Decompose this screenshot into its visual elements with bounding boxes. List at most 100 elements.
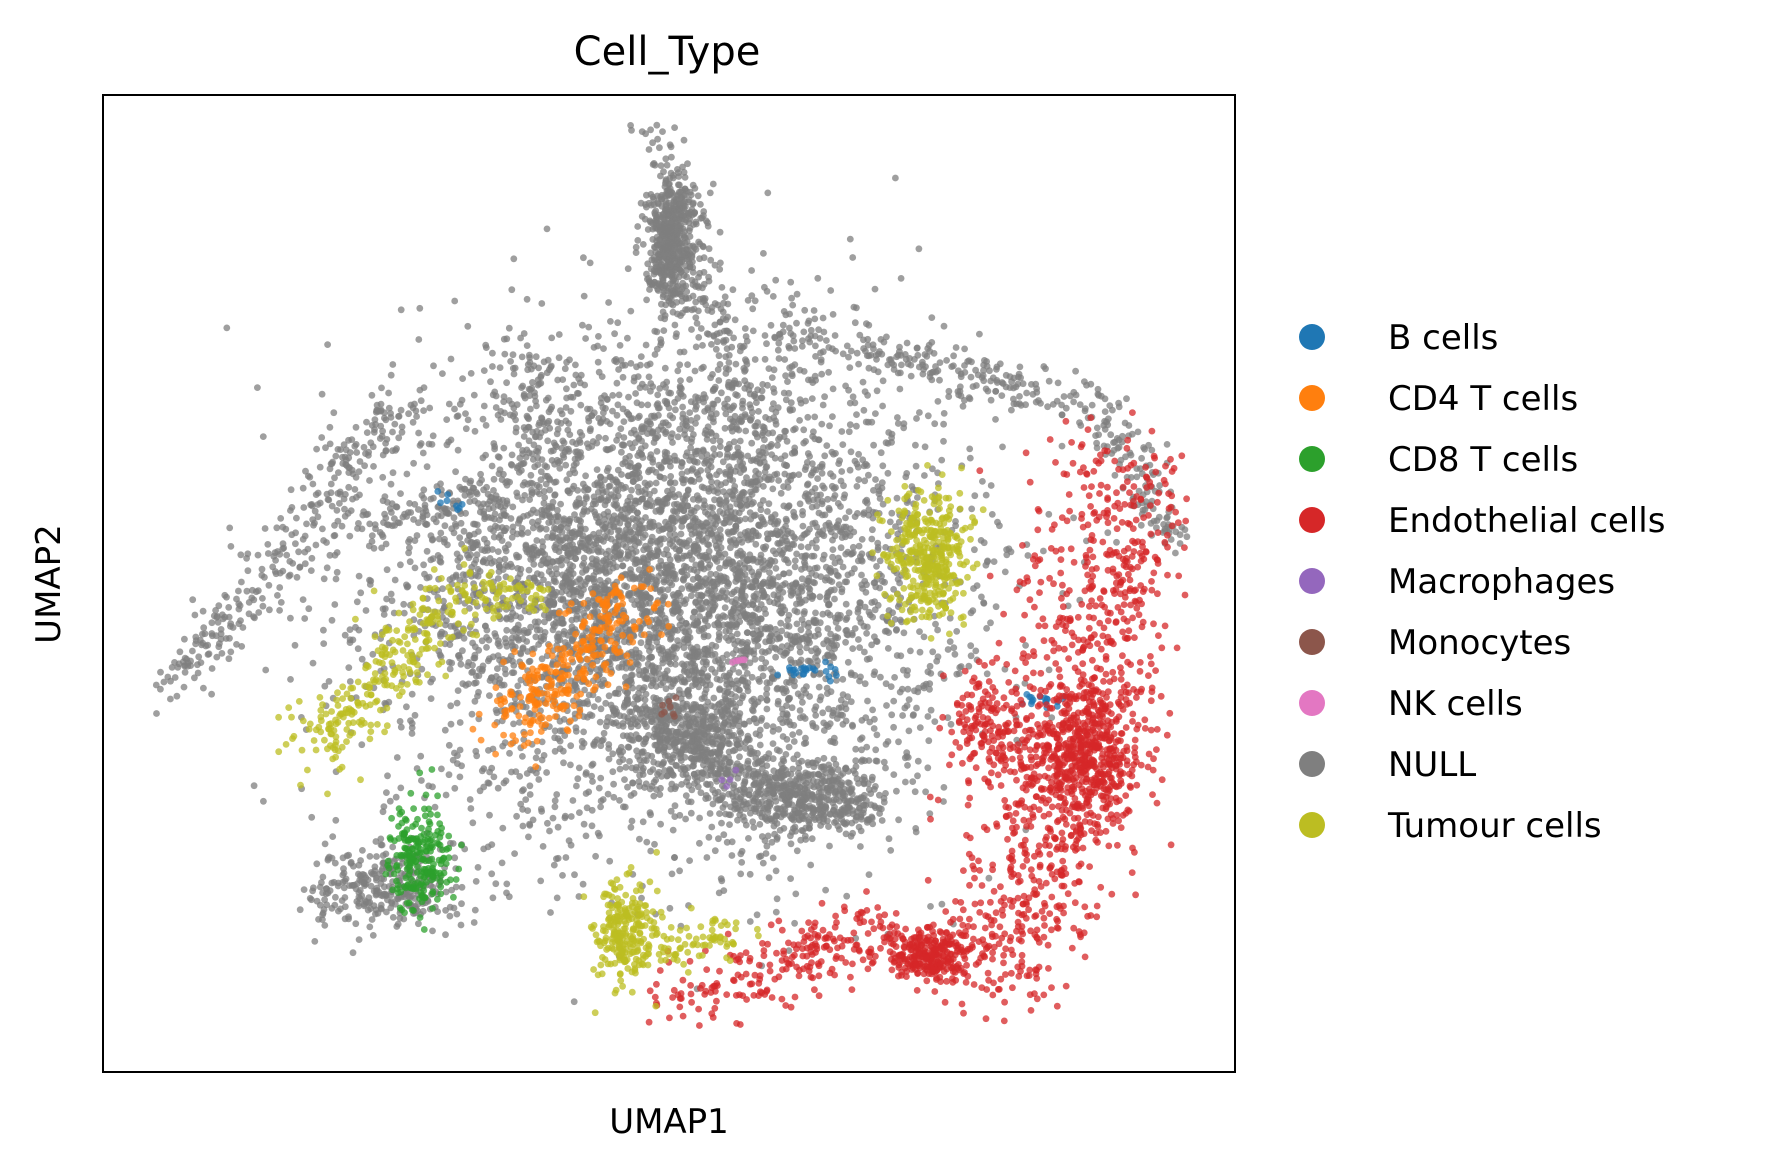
data-point	[798, 626, 805, 633]
data-point	[733, 523, 740, 530]
data-point	[357, 589, 364, 596]
data-point	[409, 691, 416, 698]
data-point	[502, 739, 509, 746]
data-point	[486, 637, 493, 644]
data-point	[742, 367, 749, 374]
data-point	[700, 605, 707, 612]
data-point	[898, 275, 905, 282]
data-point	[478, 477, 485, 484]
data-point	[624, 784, 631, 791]
data-point	[647, 848, 654, 855]
data-point	[495, 785, 502, 792]
data-point	[317, 464, 324, 471]
data-point	[400, 601, 407, 608]
data-point	[878, 449, 885, 456]
data-point	[520, 823, 527, 830]
data-point	[667, 390, 674, 397]
data-point	[818, 421, 825, 428]
data-point	[764, 508, 771, 515]
data-point	[762, 638, 769, 645]
data-point	[580, 881, 587, 888]
data-point	[501, 780, 508, 787]
data-point	[457, 401, 464, 408]
data-point	[616, 537, 623, 544]
data-point	[692, 368, 699, 375]
data-point	[831, 586, 838, 593]
data-point	[772, 277, 779, 284]
data-point	[590, 761, 597, 768]
data-point	[640, 765, 647, 772]
data-point	[932, 621, 939, 628]
data-point	[397, 718, 404, 725]
data-point	[760, 518, 767, 525]
data-point	[784, 530, 791, 537]
data-point	[812, 373, 819, 380]
data-point	[481, 403, 488, 410]
data-point	[702, 509, 709, 516]
data-point	[724, 454, 731, 461]
data-point	[839, 441, 846, 448]
data-point	[722, 551, 729, 558]
data-point	[784, 736, 791, 743]
data-point	[1070, 514, 1077, 521]
data-point	[467, 796, 474, 803]
data-point	[639, 655, 646, 662]
data-point	[836, 581, 843, 588]
data-point	[687, 526, 694, 533]
data-point	[961, 346, 968, 353]
data-point	[301, 615, 308, 622]
data-point	[773, 565, 780, 572]
data-point	[838, 589, 845, 596]
data-point	[580, 254, 587, 261]
data-point	[369, 392, 376, 399]
data-point	[403, 703, 410, 710]
data-point	[645, 553, 652, 560]
data-point	[724, 446, 731, 453]
data-point	[342, 632, 349, 639]
data-point	[538, 571, 545, 578]
data-point	[531, 575, 538, 582]
data-point	[288, 486, 295, 493]
data-point	[685, 582, 692, 589]
data-point	[472, 907, 479, 914]
data-point	[665, 552, 672, 559]
data-point	[607, 421, 614, 428]
data-point	[706, 472, 713, 479]
data-point	[238, 579, 245, 586]
data-point	[686, 857, 693, 864]
data-point	[928, 707, 935, 714]
data-point	[872, 746, 879, 753]
data-point	[853, 411, 860, 418]
data-point	[748, 536, 755, 543]
data-point	[480, 416, 487, 423]
data-point	[648, 538, 655, 545]
data-point	[775, 347, 782, 354]
data-point	[680, 393, 687, 400]
data-point	[912, 825, 919, 832]
data-point	[385, 390, 392, 397]
data-point	[388, 372, 395, 379]
data-point	[556, 331, 563, 338]
data-point	[715, 576, 722, 583]
data-point	[710, 437, 717, 444]
data-point	[647, 388, 654, 395]
data-point	[458, 661, 465, 668]
data-point	[625, 265, 632, 272]
data-point	[731, 515, 738, 522]
data-point	[644, 402, 651, 409]
data-point	[829, 449, 836, 456]
data-point	[806, 586, 813, 593]
data-point	[444, 542, 451, 549]
data-point	[837, 528, 844, 535]
data-point	[792, 564, 799, 571]
data-point	[662, 384, 669, 391]
data-point	[991, 558, 998, 565]
data-point	[614, 545, 621, 552]
data-point	[266, 606, 273, 613]
data-point	[720, 887, 727, 894]
data-point	[662, 615, 669, 622]
data-point	[718, 877, 725, 884]
data-point	[768, 644, 775, 651]
data-point	[858, 557, 865, 564]
data-point	[667, 473, 674, 480]
